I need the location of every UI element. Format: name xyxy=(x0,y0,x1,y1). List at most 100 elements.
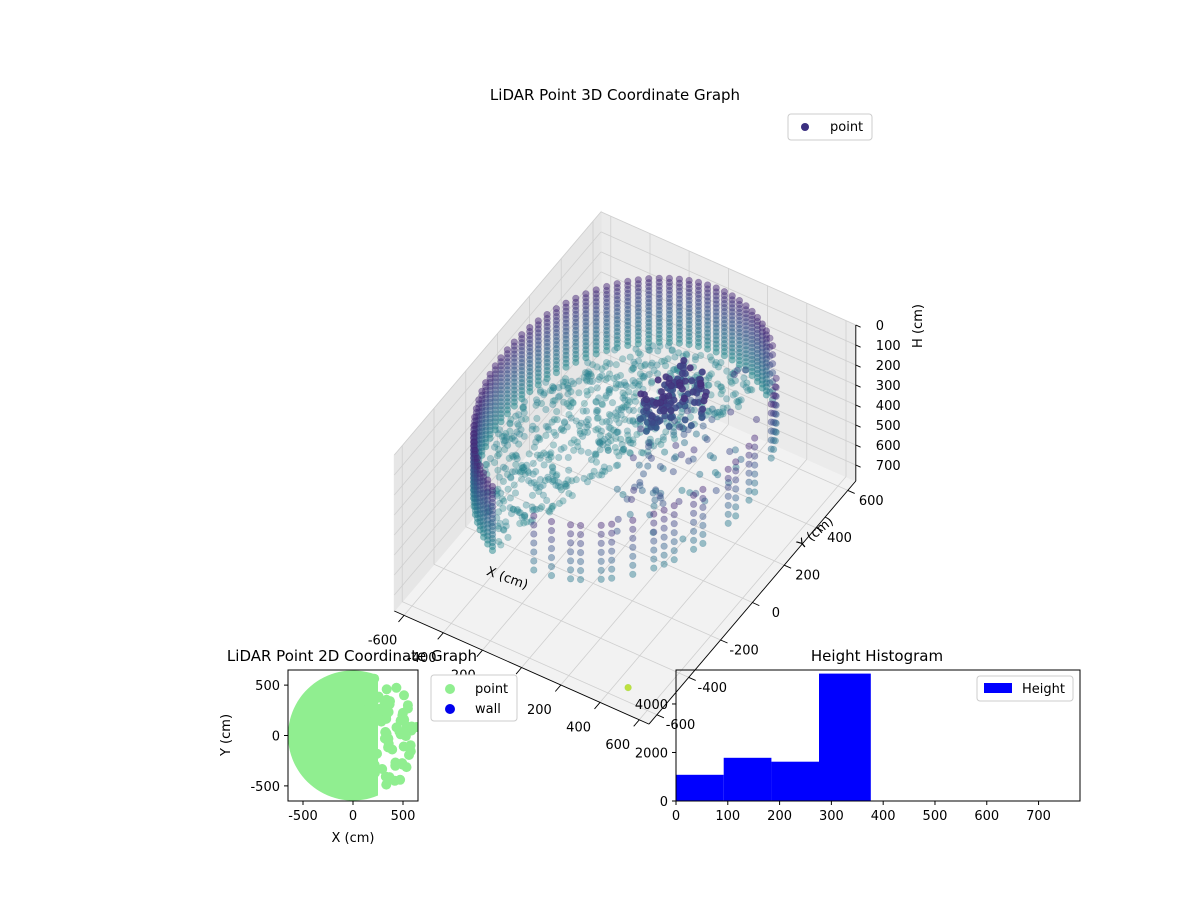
data-point-3d xyxy=(675,497,683,506)
data-point-3d xyxy=(743,379,751,387)
data-point-3d xyxy=(685,340,693,349)
data-point-3d xyxy=(602,392,610,400)
data-point-3d xyxy=(768,369,777,377)
data-point-3d xyxy=(532,396,541,404)
data-point-3d xyxy=(559,378,567,386)
grid-line-z-back xyxy=(600,231,856,346)
data-point-3d xyxy=(550,477,559,485)
data-point-3d xyxy=(555,384,563,392)
data-point-3d xyxy=(598,371,606,380)
data-point-3d xyxy=(624,436,632,444)
data-point-3d xyxy=(617,411,625,419)
data-point-3d xyxy=(600,463,608,471)
data-point-3d xyxy=(670,428,678,436)
data-point-3d xyxy=(491,443,499,451)
data-point-3d xyxy=(703,435,711,444)
data-point-3d xyxy=(732,503,740,511)
data-point-3d xyxy=(564,384,572,392)
data-point-3d xyxy=(580,428,589,436)
data-point-3d xyxy=(623,427,632,435)
data-point-3d xyxy=(660,533,668,541)
y-tick-label-histogram: 2000 xyxy=(635,746,668,761)
data-point-3d xyxy=(594,425,602,433)
data-point-3d xyxy=(548,502,556,511)
data-point-3d xyxy=(772,374,780,382)
data-point-3d xyxy=(567,388,575,396)
data-point-3d xyxy=(604,374,612,382)
data-point-3d xyxy=(529,422,537,430)
data-point-3d xyxy=(592,458,601,466)
data-point-3d xyxy=(529,470,537,478)
data-point-3d xyxy=(732,494,740,502)
data-point-3d xyxy=(680,394,688,403)
data-point-3d xyxy=(567,414,575,422)
data-point-3d xyxy=(608,399,617,407)
data-point-3d xyxy=(496,519,504,528)
x-tick-label-2d: 0 xyxy=(349,809,357,824)
data-point-3d xyxy=(697,406,706,415)
data-point-3d xyxy=(595,376,603,384)
grid-line-z-left xyxy=(393,211,602,456)
data-point-3d xyxy=(587,372,596,380)
data-point-3d xyxy=(532,438,540,446)
data-point-3d xyxy=(539,481,547,489)
data-point-3d xyxy=(727,408,735,416)
data-point-3d xyxy=(689,509,698,517)
data-point-3d xyxy=(683,351,691,359)
data-point-3d xyxy=(564,453,572,462)
data-point-3d xyxy=(541,477,549,485)
data-point-3d xyxy=(687,406,695,414)
data-point-3d xyxy=(506,419,514,427)
data-point-3d xyxy=(598,365,606,373)
data-point-3d xyxy=(561,482,570,490)
data-point-3d xyxy=(622,382,631,390)
y-axis-label-2d: Y (cm) xyxy=(219,714,234,757)
x-tick-label-3d: -600 xyxy=(368,634,398,649)
data-point-3d xyxy=(617,381,625,389)
data-point-3d xyxy=(769,418,778,427)
data-point-3d xyxy=(654,347,662,355)
data-point-3d xyxy=(703,345,712,353)
data-point-3d xyxy=(771,392,779,400)
data-point-3d xyxy=(606,360,614,368)
data-point-3d xyxy=(554,393,563,401)
data-point-3d xyxy=(557,445,565,453)
grid-line-y-floor xyxy=(465,526,721,641)
data-point-2d xyxy=(367,681,378,692)
data-point-3d xyxy=(506,435,514,443)
z-tick-3d xyxy=(855,444,861,448)
data-point-3d xyxy=(578,432,587,440)
legend-label-point-3d: point xyxy=(830,120,863,135)
z-tick-label-3d: 100 xyxy=(876,339,901,354)
data-point-3d xyxy=(767,436,775,444)
data-point-3d xyxy=(734,398,742,406)
data-point-3d xyxy=(699,503,707,512)
data-point-3d xyxy=(599,441,607,449)
data-point-3d xyxy=(704,381,712,390)
data-point-3d xyxy=(576,530,585,539)
data-point-3d xyxy=(504,533,512,542)
data-point-3d xyxy=(548,469,557,477)
data-point-3d xyxy=(565,489,573,498)
data-point-3d xyxy=(511,489,520,497)
data-point-3d xyxy=(769,427,778,436)
data-point-3d xyxy=(624,341,632,350)
data-point-3d xyxy=(520,432,528,440)
x-tick-label-histogram: 0 xyxy=(672,809,680,824)
data-point-3d xyxy=(611,444,619,452)
data-point-3d xyxy=(530,506,538,514)
data-point-2d xyxy=(398,741,409,752)
data-point-3d xyxy=(673,416,682,424)
data-point-3d xyxy=(488,546,497,555)
data-point-3d xyxy=(518,513,526,521)
data-point-3d xyxy=(735,361,744,369)
data-point-3d xyxy=(501,437,510,445)
data-point-3d xyxy=(592,350,600,358)
data-point-3d xyxy=(733,366,741,375)
data-point-3d xyxy=(566,548,575,556)
data-point-3d xyxy=(665,392,673,400)
data-point-3d xyxy=(518,395,526,403)
data-point-3d xyxy=(660,357,669,365)
data-point-2d xyxy=(381,779,392,790)
data-point-3d xyxy=(520,409,528,417)
